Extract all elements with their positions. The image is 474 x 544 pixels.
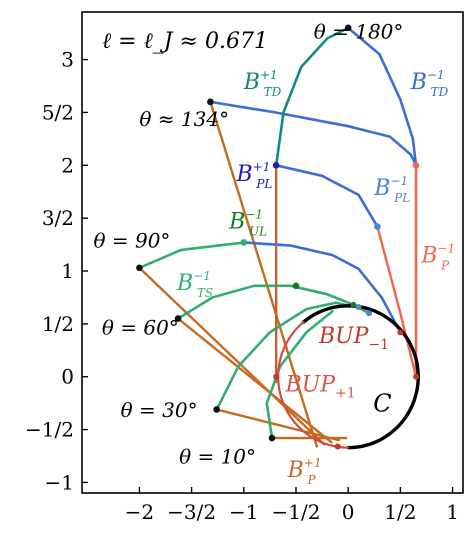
red-marker-3: [273, 373, 280, 380]
y-tick-label: 5/2: [42, 100, 74, 124]
x-tick-label: 1/2: [384, 500, 416, 524]
endpoint-marker: [344, 24, 352, 32]
dome-left: [274, 26, 350, 167]
radial-segment: [209, 100, 319, 448]
y-tick-label: −1: [45, 470, 74, 494]
arc-134: [209, 100, 418, 167]
angle-label: θ = 10°: [179, 444, 256, 468]
arc-green-30: [215, 301, 355, 411]
curve-label: B−1 TD: [410, 68, 449, 99]
y-tick-label: 3: [61, 48, 74, 72]
arc-90: [242, 241, 402, 334]
arc-green-10: [265, 309, 334, 440]
pl-right-marker: [374, 223, 381, 230]
y-tick-label: 0: [61, 365, 74, 389]
ul-marker: [240, 239, 248, 246]
angle-label: θ ≈ 134°: [139, 107, 229, 131]
x-tick-label: 0: [342, 500, 355, 524]
endpoint-marker: [174, 315, 182, 322]
endpoint-marker: [207, 98, 214, 106]
pl-marker: [272, 161, 280, 169]
bottom-marker: [334, 443, 341, 450]
curve-label: B−1 UL: [228, 208, 267, 239]
blue-marker: [355, 303, 362, 310]
circle-c-inner: [277, 321, 350, 449]
axes-frame: [81, 11, 464, 494]
curve-layer: [138, 26, 420, 450]
curve-label: B+1 TD: [243, 68, 282, 99]
angle-label: θ = 180°: [314, 19, 404, 43]
x-tick-label: −1: [229, 500, 258, 524]
red-marker: [413, 373, 420, 380]
curve-label: B−1 PL: [373, 174, 410, 205]
dome-right: [346, 26, 418, 167]
x-tick-label: 1: [446, 500, 459, 524]
angle-label: θ = 30°: [121, 398, 198, 422]
y-tick-label: 1: [61, 259, 74, 283]
endpoint-marker: [268, 434, 276, 442]
td-marker: [412, 161, 420, 169]
label-layer: θ = 180° θ ≈ 134° θ = 90° θ = 60° θ = 30° θ =…: [93, 19, 455, 487]
angle-label: θ = 60°: [102, 315, 179, 339]
figure-title: ℓ = ℓ_J ≈ 0.671: [102, 29, 268, 54]
tick-layer: −2 −3/2 −1 −1/2 0 1/2 1 −1 −1/2 0 1/2 1 3/2 2 5/2 3: [25, 48, 459, 524]
region-label: BUP−1: [318, 324, 389, 353]
green-marker-2: [350, 301, 357, 308]
y-tick-label: 2: [61, 153, 74, 177]
green-marker: [292, 282, 300, 290]
y-tick-label: −1/2: [25, 418, 74, 442]
angle-label: θ = 90°: [93, 229, 170, 253]
arc-pl: [274, 164, 379, 228]
curve-label: B−1 TS: [176, 269, 213, 300]
endpoint-marker: [213, 406, 220, 413]
marker-layer: [136, 24, 420, 450]
curve-label: B+1 PL: [235, 160, 272, 191]
x-tick-label: −2: [125, 500, 154, 524]
red-marker-2: [397, 329, 404, 336]
x-tick-label: −3/2: [167, 500, 216, 524]
endpoint-marker: [136, 264, 143, 272]
y-tick-label: 1/2: [42, 312, 74, 336]
radial-segment: [215, 408, 340, 442]
circle-c: [301, 304, 420, 450]
radial-segment: [138, 266, 326, 446]
curve-label: B−1 P: [420, 242, 455, 273]
curve-label: B+1 P: [287, 456, 322, 487]
y-tick-label: 3/2: [42, 206, 74, 230]
region-label: BUP+1: [285, 373, 356, 402]
radial-segment: [176, 317, 333, 444]
blue-marker-2: [366, 310, 373, 317]
salmon-arc: [376, 225, 418, 378]
circle-label: C: [373, 390, 391, 418]
x-tick-label: −1/2: [272, 500, 321, 524]
arc-green-90: [138, 241, 246, 270]
